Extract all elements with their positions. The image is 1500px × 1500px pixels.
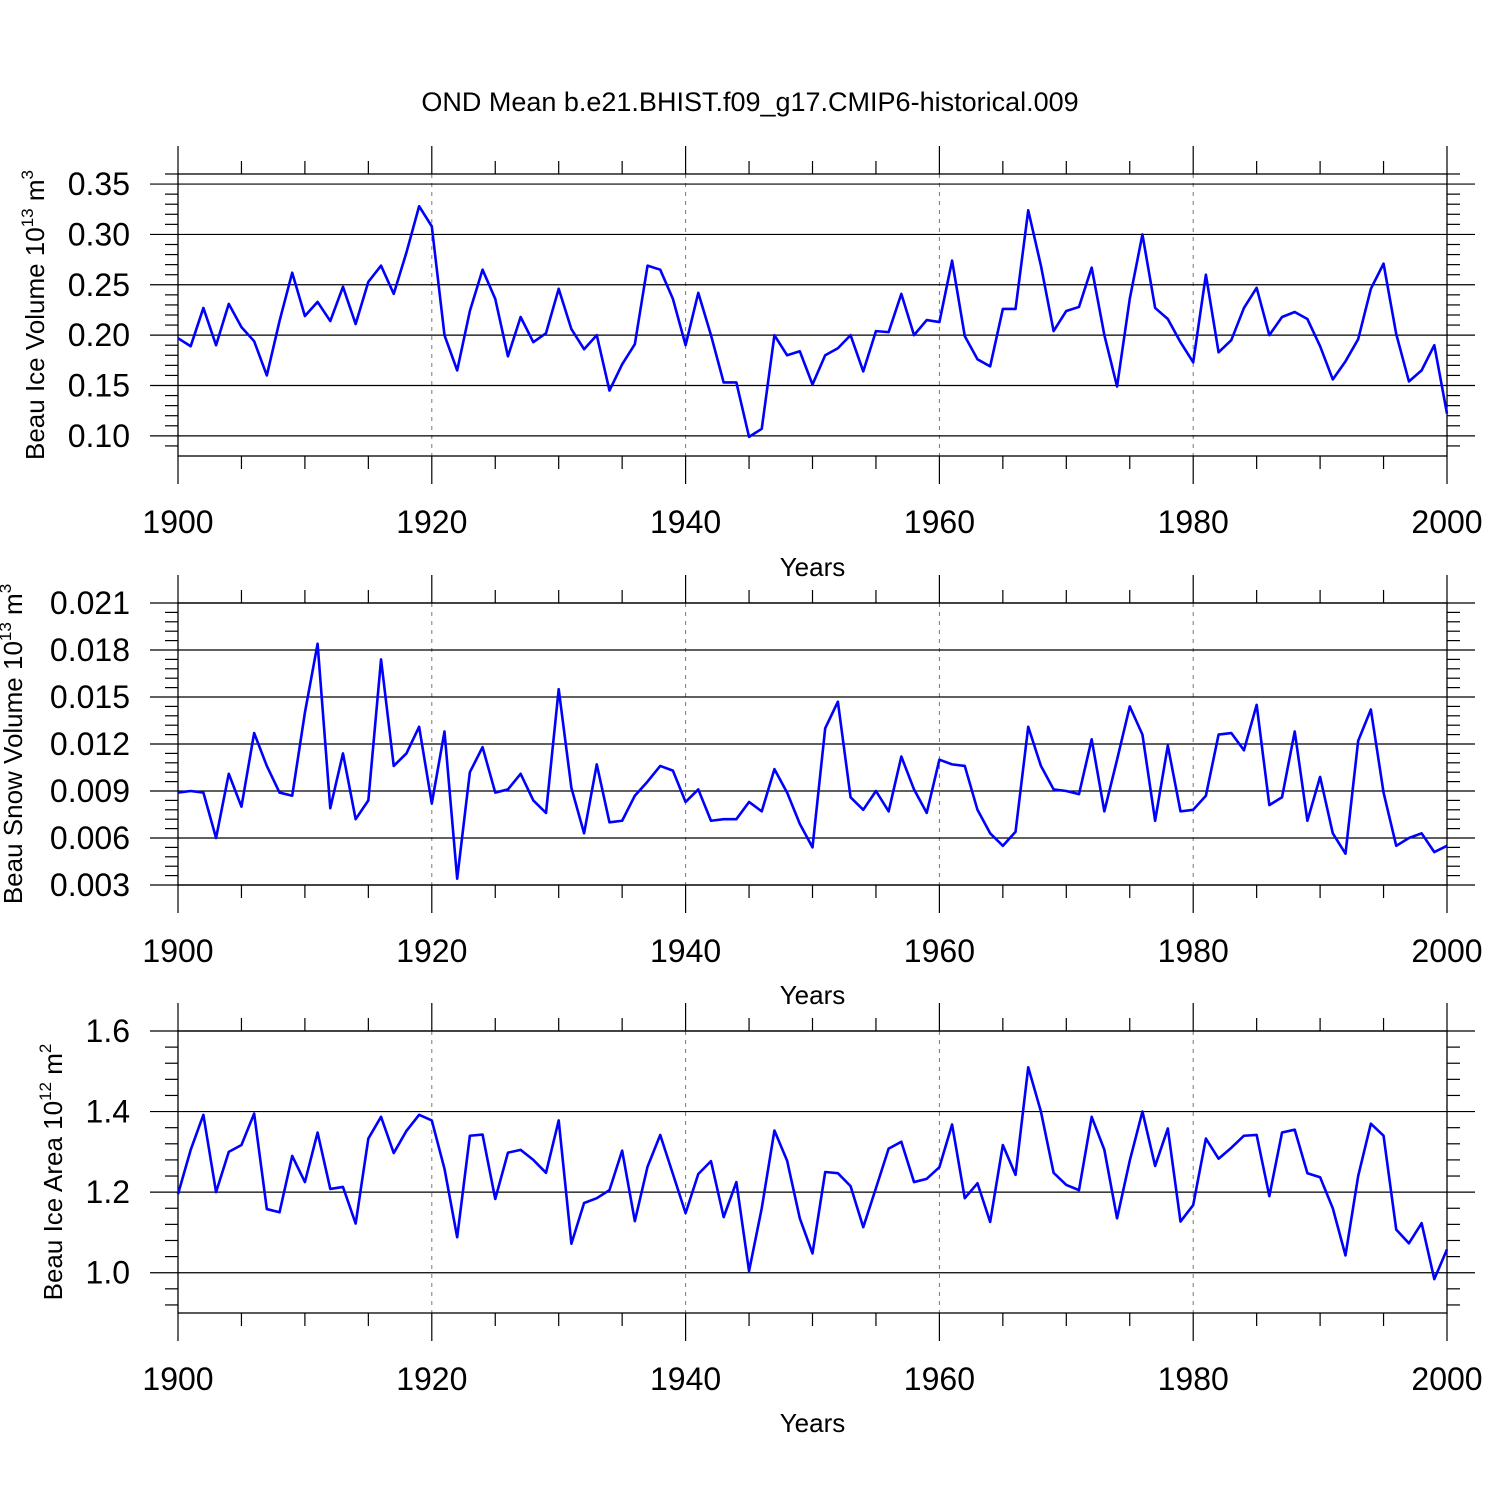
plot-frame — [177, 1030, 1448, 1314]
x-axis-title: Years — [780, 1408, 846, 1438]
figure-title: OND Mean b.e21.BHIST.f09_g17.CMIP6-histo… — [421, 87, 1078, 117]
y-tick-label: 1.2 — [86, 1174, 130, 1210]
x-tick-label: 1900 — [142, 504, 213, 540]
y-tick-label: 0.35 — [68, 166, 130, 202]
y-axis-title: Beau Ice Volume 1013 m3 — [18, 170, 50, 460]
y-tick-label: 0.021 — [50, 585, 130, 621]
y-tick-label: 0.15 — [68, 368, 130, 404]
y-tick-label: 0.30 — [68, 216, 130, 252]
y-tick-label: 0.20 — [68, 317, 130, 353]
x-tick-label: 1960 — [904, 1361, 975, 1397]
x-tick-label: 2000 — [1411, 933, 1482, 969]
x-axis-title: Years — [780, 980, 846, 1010]
x-tick-label: 1940 — [650, 504, 721, 540]
x-tick-label: 2000 — [1411, 504, 1482, 540]
y-tick-label: 1.6 — [86, 1013, 130, 1049]
y-tick-label: 1.4 — [86, 1094, 130, 1130]
plot-frame — [177, 173, 1448, 457]
panel-ice-area: 1.0 1.2 1.4 1.6 1900 1920 1940 1960 1980 2000 Year… — [36, 1003, 1483, 1438]
x-tick-label: 1980 — [1158, 933, 1229, 969]
x-axis-title: Years — [780, 552, 846, 582]
x-tick-label: 1920 — [396, 504, 467, 540]
x-tick-label: 1920 — [396, 1361, 467, 1397]
x-tick-label: 1960 — [904, 504, 975, 540]
x-tick-label: 1900 — [142, 1361, 213, 1397]
y-tick-label: 0.003 — [50, 867, 130, 903]
y-axis-title: Beau Ice Area 1012 m2 — [36, 1044, 68, 1301]
y-tick-label: 0.009 — [50, 773, 130, 809]
panel-snow-volume: 0.003 0.006 0.009 0.012 0.015 0.018 0.021 1900 1… — [0, 575, 1483, 1010]
panel-ice-volume: 0.10 0.15 0.20 0.25 0.30 0.35 1900 1920 1940 1960… — [18, 146, 1483, 582]
y-tick-label: 0.015 — [50, 679, 130, 715]
x-tick-label: 1940 — [650, 1361, 721, 1397]
x-tick-label: 2000 — [1411, 1361, 1482, 1397]
y-tick-label: 0.25 — [68, 267, 130, 303]
y-tick-label: 0.018 — [50, 632, 130, 668]
series-line — [177, 642, 1448, 881]
x-tick-label: 1920 — [396, 933, 467, 969]
y-tick-label: 1.0 — [86, 1255, 130, 1291]
x-tick-label: 1960 — [904, 933, 975, 969]
y-axis-title: Beau Snow Volume 1013 m3 — [0, 584, 28, 904]
y-tick-label: 0.012 — [50, 726, 130, 762]
y-tick-label: 0.006 — [50, 820, 130, 856]
series-line — [177, 204, 1449, 439]
series-line — [176, 1065, 1449, 1281]
x-tick-label: 1900 — [142, 933, 213, 969]
x-tick-label: 1980 — [1158, 504, 1229, 540]
x-tick-label: 1940 — [650, 933, 721, 969]
y-tick-label: 0.10 — [68, 418, 130, 454]
x-tick-label: 1980 — [1158, 1361, 1229, 1397]
